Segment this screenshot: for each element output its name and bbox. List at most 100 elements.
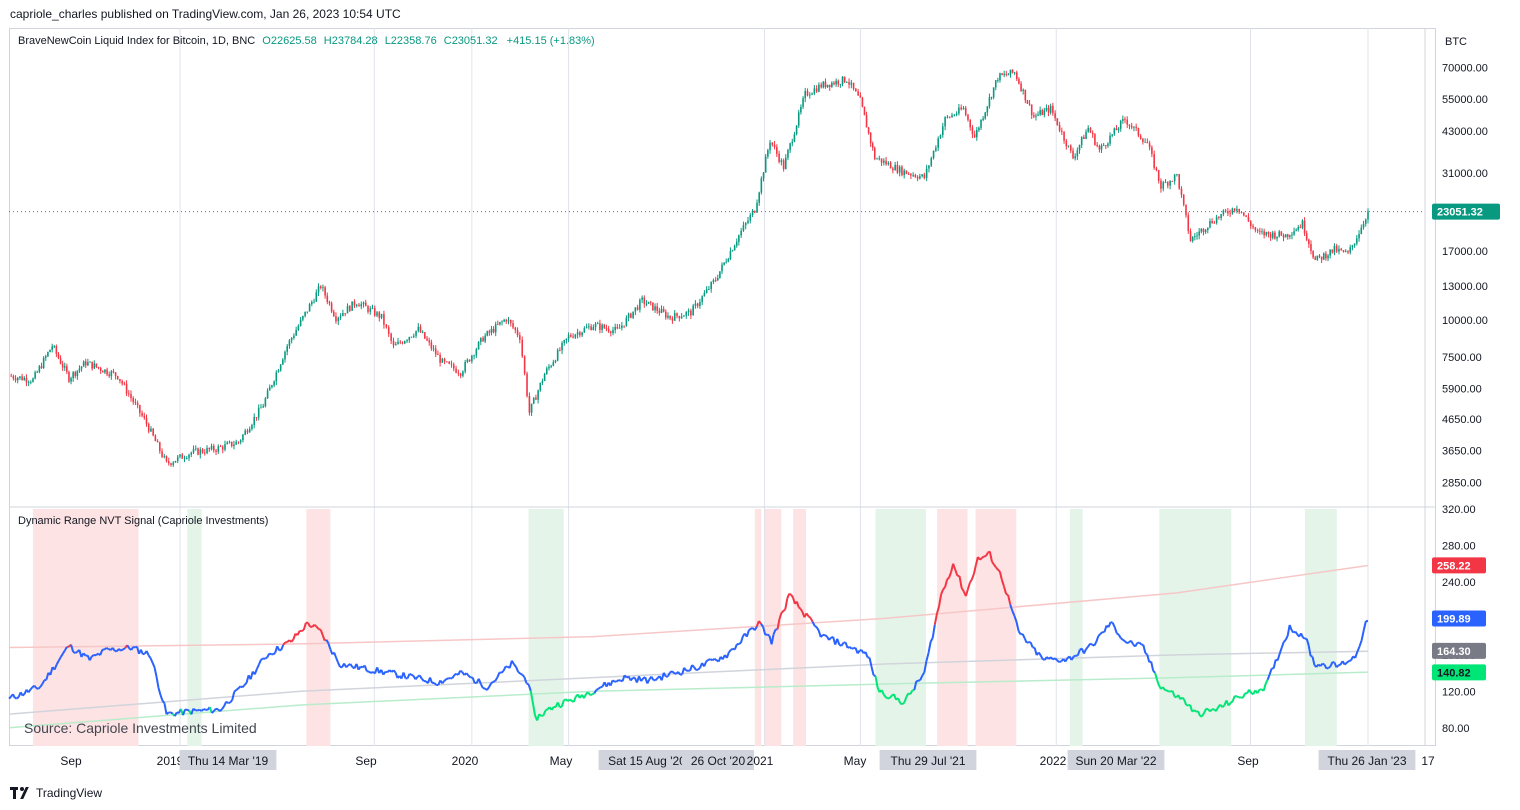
candle-body [594,323,597,328]
candle-body [831,82,833,88]
nvt-segment [1064,657,1069,663]
candle-body [769,142,771,151]
nvt-segment [1201,712,1205,717]
nvt-segment [874,675,879,688]
nvt-segment [41,679,46,685]
signal-zone [937,509,968,746]
candle-body [76,370,79,376]
candle-body [1229,213,1231,215]
candle-body [592,327,595,330]
footer[interactable]: TradingView [10,786,102,800]
nvt-segment [1288,624,1293,631]
nvt-segment [55,660,60,666]
nvt-segment [1185,703,1189,707]
nvt-segment [991,560,995,566]
nvt-segment [1117,634,1122,639]
nvt-tick-label: 120.00 [1442,686,1476,698]
candle-body [328,301,331,304]
nvt-segment [1046,656,1050,660]
candle-body [1035,115,1037,117]
candle-body [826,84,829,88]
nvt-segment [1141,643,1144,646]
candle-body [326,295,329,302]
nvt-segment [856,650,861,654]
symbol-legend[interactable]: BraveNewCoin Liquid Index for Bitcoin, 1… [18,35,595,47]
nvt-segment [288,639,292,643]
candle-body [808,94,811,96]
nvt-segment [985,552,989,557]
candle-body [572,336,574,338]
candle-body [1327,255,1329,259]
nvt-segment [229,699,234,704]
candle-body [167,461,170,464]
candle-body [1245,215,1247,217]
nvt-segment [35,687,39,690]
nvt-segment [728,649,732,653]
nvt-segment [1058,660,1062,664]
candle-body [221,446,224,450]
nvt-segment [1005,592,1009,597]
nvt-segment [388,669,393,673]
nvt-segment [517,671,521,675]
candle-body [1026,100,1029,104]
candle-body [1094,134,1096,146]
candle-body [192,449,195,453]
last-price-label: 23051.32 [1437,207,1483,219]
candle-body [782,160,785,170]
nvt-segment [429,677,434,684]
candle-body [1024,89,1027,101]
candle-body [1191,237,1194,242]
chart-frame [9,28,1436,746]
nvt-segment [521,674,526,678]
nvt-segment [1229,700,1234,704]
nvt-segment [347,663,351,667]
candle-body [616,326,619,329]
candle-body [964,107,967,115]
candle-body [1018,78,1020,84]
candle-body [841,76,844,85]
nvt-segment [1338,663,1341,667]
price-tick-label: 7500.00 [1442,352,1482,364]
candle-body [705,289,708,293]
candle-body [410,336,413,338]
candle-body [869,132,872,144]
nvt-segment [662,672,667,678]
candle-body [1160,180,1162,189]
nvt-segment [563,698,567,702]
nvt-segment [646,679,651,684]
nvt-segment [151,662,156,668]
candle-body [1198,231,1200,236]
candle-body [89,361,91,363]
candle-body [806,90,809,96]
candle-body [1269,233,1272,238]
candle-body [156,441,159,443]
candle-body [159,442,161,452]
ohlc-high: H23784.28 [323,35,378,47]
candle-body [462,371,464,376]
candle-body [97,367,100,368]
candle-body [1256,230,1259,231]
nvt-segment [282,641,286,646]
nvt-segment [778,612,783,620]
candle-body [662,309,665,312]
candle-body [1333,245,1336,253]
candle-body [588,326,590,328]
nvt-segment [814,624,818,628]
candle-body [134,402,137,403]
candle-body [439,354,441,363]
candle-body [1263,231,1265,236]
nvt-segment [1215,706,1220,712]
candle-body [1252,225,1254,228]
source-note: Source: Capriole Investments Limited [24,720,257,736]
nvt-segment [805,612,810,617]
nvt-segment [417,674,421,678]
candle-body [1267,231,1270,234]
nvt-segment [1052,657,1056,661]
candle-body [210,445,213,450]
nvt-segment [1317,663,1322,667]
candle-body [392,340,395,346]
nvt-segment [465,672,470,677]
indicator-title[interactable]: Dynamic Range NVT Signal (Capriole Inves… [18,515,269,527]
nvt-segment [130,646,135,651]
